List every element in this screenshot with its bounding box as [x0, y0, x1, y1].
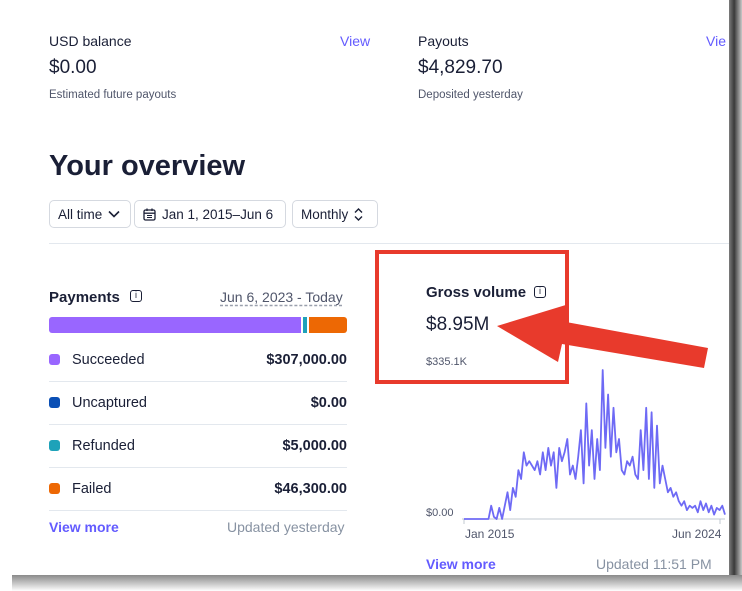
bar-segment-gap: [307, 317, 310, 333]
section-divider: [49, 243, 730, 244]
window-edge-bottom: [12, 575, 742, 591]
info-icon[interactable]: i: [130, 290, 142, 302]
calendar-icon: [143, 208, 156, 221]
chart-y-min-label: $0.00: [426, 507, 454, 519]
status-dot: [49, 440, 60, 451]
bar-segment-succeeded: [49, 317, 302, 333]
bar-segment-gap: [301, 317, 304, 333]
chevron-down-icon: [108, 210, 120, 218]
arrow-icon: [497, 304, 708, 368]
payments-title: Payments: [49, 289, 120, 306]
highlight-box: [375, 250, 569, 384]
range-filter-label: All time: [58, 206, 103, 222]
chart-series-line: [464, 369, 726, 520]
usd-balance-subtitle: Estimated future payouts: [49, 89, 177, 101]
date-range-filter[interactable]: Jan 1, 2015–Jun 6: [134, 200, 286, 228]
payments-status-bar: [49, 317, 347, 333]
payments-row-succeeded[interactable]: Succeeded $307,000.00: [49, 338, 347, 382]
row-amount: $307,000.00: [266, 351, 347, 368]
payments-updated: Updated yesterday: [227, 519, 345, 535]
interval-label: Monthly: [301, 206, 349, 222]
payments-row-refunded[interactable]: Refunded $5,000.00: [49, 424, 347, 468]
gross-updated: Updated 11:51 PM: [596, 556, 712, 572]
date-range-label: Jan 1, 2015–Jun 6: [162, 206, 274, 222]
payments-date-range[interactable]: Jun 6, 2023 - Today: [220, 289, 343, 305]
status-dot: [49, 397, 60, 408]
payouts-amount: $4,829.70: [418, 57, 503, 78]
row-amount: $5,000.00: [282, 437, 347, 454]
interval-filter[interactable]: Monthly: [292, 200, 378, 228]
gross-view-more-link[interactable]: View more: [426, 556, 496, 572]
row-amount: $46,300.00: [274, 480, 347, 497]
chart-x-tick-end: Jun 2024: [672, 527, 722, 541]
status-dot: [49, 483, 60, 494]
status-dot: [49, 354, 60, 365]
payments-view-more-link[interactable]: View more: [49, 519, 119, 535]
overview-heading: Your overview: [49, 150, 246, 182]
row-amount: $0.00: [310, 394, 347, 411]
payouts-title: Payouts: [418, 33, 469, 49]
payments-row-uncaptured[interactable]: Uncaptured $0.00: [49, 381, 347, 425]
gross-volume-title: Gross volume: [426, 284, 527, 301]
bar-segment-refunded: [303, 317, 308, 333]
row-label: Refunded: [72, 437, 135, 454]
payments-row-failed[interactable]: Failed $46,300.00: [49, 467, 347, 511]
row-label: Uncaptured: [72, 394, 147, 411]
info-icon[interactable]: i: [534, 286, 546, 298]
usd-balance-view-link[interactable]: View: [340, 33, 371, 49]
usd-balance-amount: $0.00: [49, 57, 97, 78]
payouts-view-link[interactable]: Vie: [706, 33, 726, 49]
payouts-subtitle: Deposited yesterday: [418, 89, 523, 101]
chart-y-max-label: $335.1K: [426, 356, 467, 368]
bar-segment-failed: [309, 317, 347, 333]
range-filter[interactable]: All time: [49, 200, 131, 228]
row-label: Succeeded: [72, 351, 145, 368]
window-edge-right: [729, 0, 742, 591]
row-label: Failed: [72, 480, 112, 497]
chevron-up-down-icon: [354, 207, 363, 221]
usd-balance-title: USD balance: [49, 33, 132, 49]
chart-x-tick-start: Jan 2015: [465, 527, 515, 541]
gross-volume-amount: $8.95M: [426, 314, 490, 335]
